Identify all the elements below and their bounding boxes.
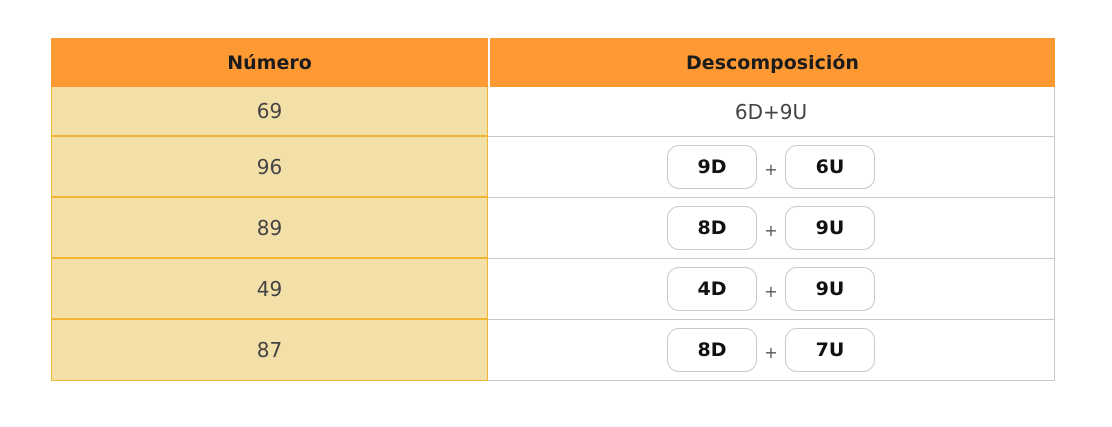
units-input[interactable]: 9U: [785, 206, 875, 250]
header-decomposition: Descomposición: [488, 38, 1055, 87]
number-cell: 49: [51, 259, 488, 320]
tens-input[interactable]: 8D: [667, 328, 757, 372]
number-cell: 89: [51, 198, 488, 259]
tens-input[interactable]: 9D: [667, 145, 757, 189]
tens-input[interactable]: 8D: [667, 206, 757, 250]
table-row: 89 8D + 9U: [51, 198, 1055, 259]
table-header: Número Descomposición: [51, 38, 1055, 87]
table-row: 87 8D + 7U: [51, 320, 1055, 381]
number-cell: 96: [51, 137, 488, 198]
plus-sign: +: [764, 281, 778, 301]
decomposition-cell: 6D+9U: [488, 87, 1055, 137]
decomposition-cell: 8D + 7U: [488, 320, 1055, 381]
decomposition-table: Número Descomposición 69 6D+9U 96 9D + 6…: [51, 38, 1055, 381]
plus-sign: +: [764, 220, 778, 240]
number-cell: 87: [51, 320, 488, 381]
decomposition-cell: 4D + 9U: [488, 259, 1055, 320]
decomposition-cell: 8D + 9U: [488, 198, 1055, 259]
decomposition-cell: 9D + 6U: [488, 137, 1055, 198]
number-cell: 69: [51, 87, 488, 137]
header-number: Número: [51, 38, 488, 87]
plus-sign: +: [764, 342, 778, 362]
plus-sign: +: [764, 159, 778, 179]
units-input[interactable]: 7U: [785, 328, 875, 372]
table-row: 69 6D+9U: [51, 87, 1055, 137]
units-input[interactable]: 6U: [785, 145, 875, 189]
tens-input[interactable]: 4D: [667, 267, 757, 311]
units-input[interactable]: 9U: [785, 267, 875, 311]
table-row: 49 4D + 9U: [51, 259, 1055, 320]
table-row: 96 9D + 6U: [51, 137, 1055, 198]
